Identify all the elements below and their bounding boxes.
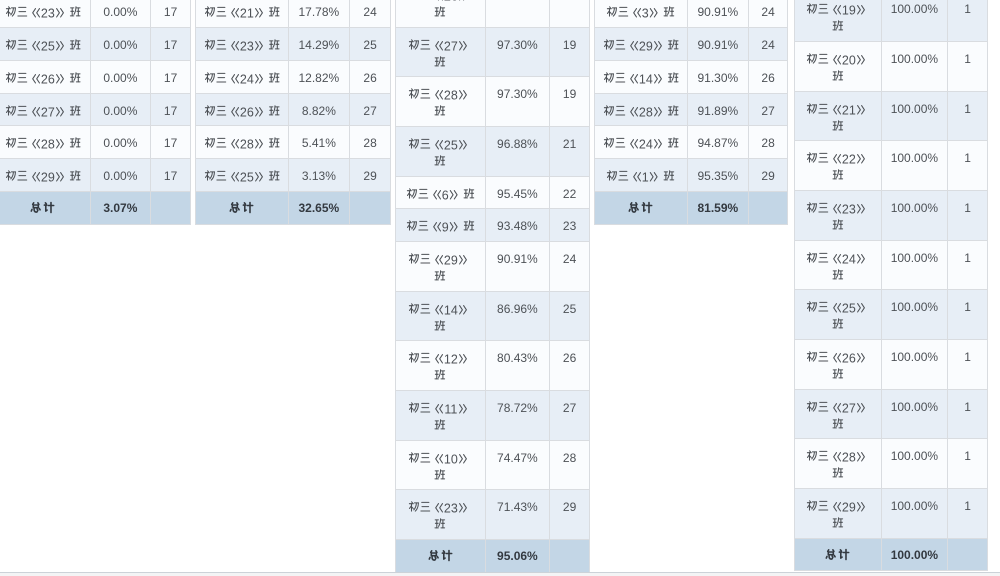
svg-text:21: 21: [240, 7, 254, 21]
svg-text:25: 25: [41, 40, 55, 54]
svg-text:21: 21: [842, 104, 856, 118]
svg-text:14: 14: [444, 304, 458, 318]
svg-text:27: 27: [41, 106, 55, 120]
svg-text:28: 28: [444, 89, 458, 103]
svg-text:23: 23: [842, 203, 856, 217]
svg-text:26: 26: [842, 352, 856, 366]
svg-text:24: 24: [842, 253, 856, 267]
svg-text:23: 23: [240, 40, 254, 54]
svg-text:22: 22: [842, 153, 856, 167]
svg-text:12: 12: [444, 353, 458, 367]
svg-text:20: 20: [842, 54, 856, 68]
svg-text:3: 3: [642, 7, 649, 21]
svg-text:25: 25: [240, 171, 254, 185]
svg-text:24: 24: [639, 138, 653, 152]
svg-text:10: 10: [444, 453, 458, 467]
svg-text:23: 23: [444, 502, 458, 516]
svg-text:9: 9: [442, 221, 449, 235]
svg-text:28: 28: [41, 138, 55, 152]
svg-text:27: 27: [444, 40, 458, 54]
svg-text:26: 26: [444, 0, 458, 4]
svg-text:1: 1: [642, 171, 649, 185]
svg-text:24: 24: [240, 73, 254, 87]
svg-text:28: 28: [240, 138, 254, 152]
svg-text:29: 29: [41, 171, 55, 185]
svg-text:27: 27: [842, 402, 856, 416]
svg-text:14: 14: [639, 73, 653, 87]
svg-text:28: 28: [842, 451, 856, 465]
svg-text:11: 11: [445, 403, 458, 417]
svg-text:25: 25: [842, 302, 856, 316]
svg-text:28: 28: [639, 106, 653, 120]
svg-text:29: 29: [444, 254, 458, 268]
svg-text:26: 26: [240, 106, 254, 120]
svg-text:19: 19: [842, 4, 856, 18]
svg-text:23: 23: [41, 7, 55, 21]
svg-text:29: 29: [842, 501, 856, 515]
svg-text:29: 29: [639, 40, 653, 54]
svg-text:26: 26: [41, 73, 55, 87]
svg-text:6: 6: [442, 189, 449, 203]
svg-text:25: 25: [444, 139, 458, 153]
